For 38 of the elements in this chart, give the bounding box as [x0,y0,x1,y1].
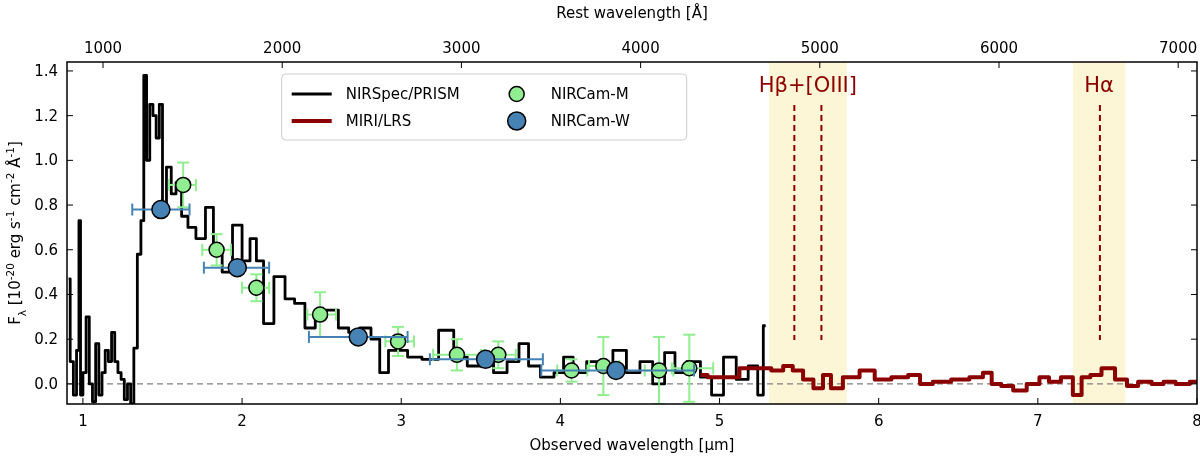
x-tick-label: 6 [873,412,884,430]
legend-label: MIRI/LRS [345,112,412,130]
point [475,349,496,370]
y-tick-label: 0.2 [34,330,58,349]
x2-tick-label: 2000 [263,39,302,57]
point [174,176,192,194]
x2-tick-label: 1000 [83,39,123,57]
x-tick-label: 1 [78,412,88,430]
y-tick-label: 1.4 [34,61,58,80]
x-tick-label: 4 [555,412,566,430]
x2-tick-label: 6000 [979,39,1019,57]
point [348,327,368,347]
y-tick-label: 0.4 [34,285,58,304]
point [208,241,225,259]
x-tick-label: 8 [1192,412,1200,430]
band-label: Hα [1084,73,1114,97]
legend-label: NIRCam-M [550,85,629,103]
x2-tick-label: 5000 [800,39,839,57]
x2-tick-label: 3000 [442,39,481,57]
y-tick-label: 1.0 [34,151,58,170]
x-tick-label: 3 [396,412,406,430]
x2-tick-label: 4000 [621,39,660,57]
legend-label: NIRSpec/PRISM [345,85,460,103]
point [248,279,265,297]
band-label: Hβ+[OIII] [758,73,858,97]
point [606,360,626,381]
y-tick-label: 0.6 [34,240,58,259]
x-axis-title: Observed wavelength [μm] [529,436,735,454]
legend-label: NIRCam-W [550,112,631,130]
x-tick-label: 7 [1033,412,1043,430]
x2-tick-label: 7000 [1159,39,1198,57]
x2-axis-title: Rest wavelength [Å] [556,3,708,22]
y-tick-label: 0.8 [34,196,58,215]
x-tick-label: 5 [714,412,725,430]
x-tick-label: 2 [237,412,247,430]
point [311,306,329,323]
y-tick-label: 1.2 [34,106,58,125]
y-tick-label: 0.0 [34,374,58,393]
